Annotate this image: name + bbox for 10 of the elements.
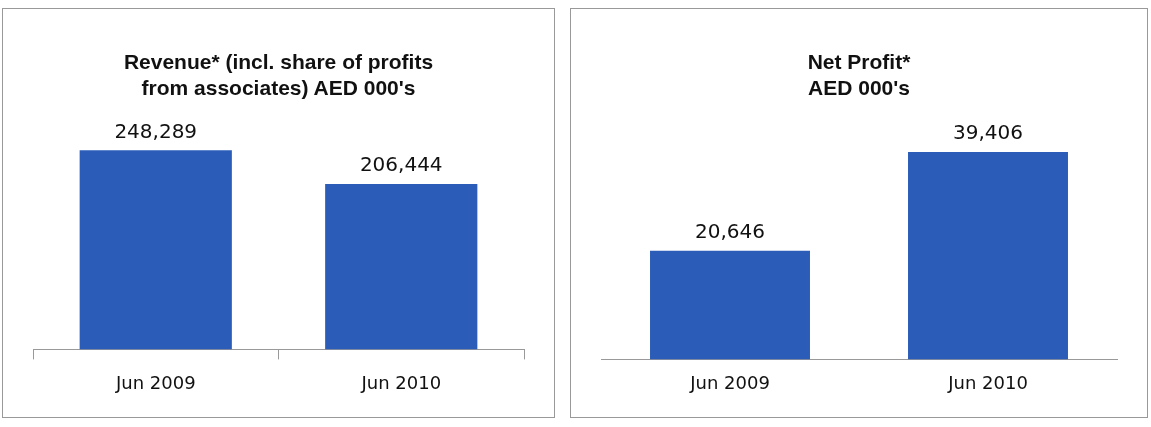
data-label: 20,646 (695, 219, 765, 244)
chart-title: Net Profit* AED 000's (806, 49, 912, 101)
data-label: 39,406 (953, 120, 1023, 145)
data-label: 248,289 (114, 118, 198, 143)
x-tick-label: Jun 2010 (360, 371, 442, 393)
x-tick-label: Jun 2010 (947, 371, 1028, 393)
x-tick-label: Jun 2009 (689, 371, 770, 393)
data-label: 206,444 (359, 152, 443, 177)
chart-title: Revenue* (incl. share of profits from associates) AED 000's (122, 49, 435, 101)
x-tick-label: Jun 2009 (114, 371, 196, 393)
